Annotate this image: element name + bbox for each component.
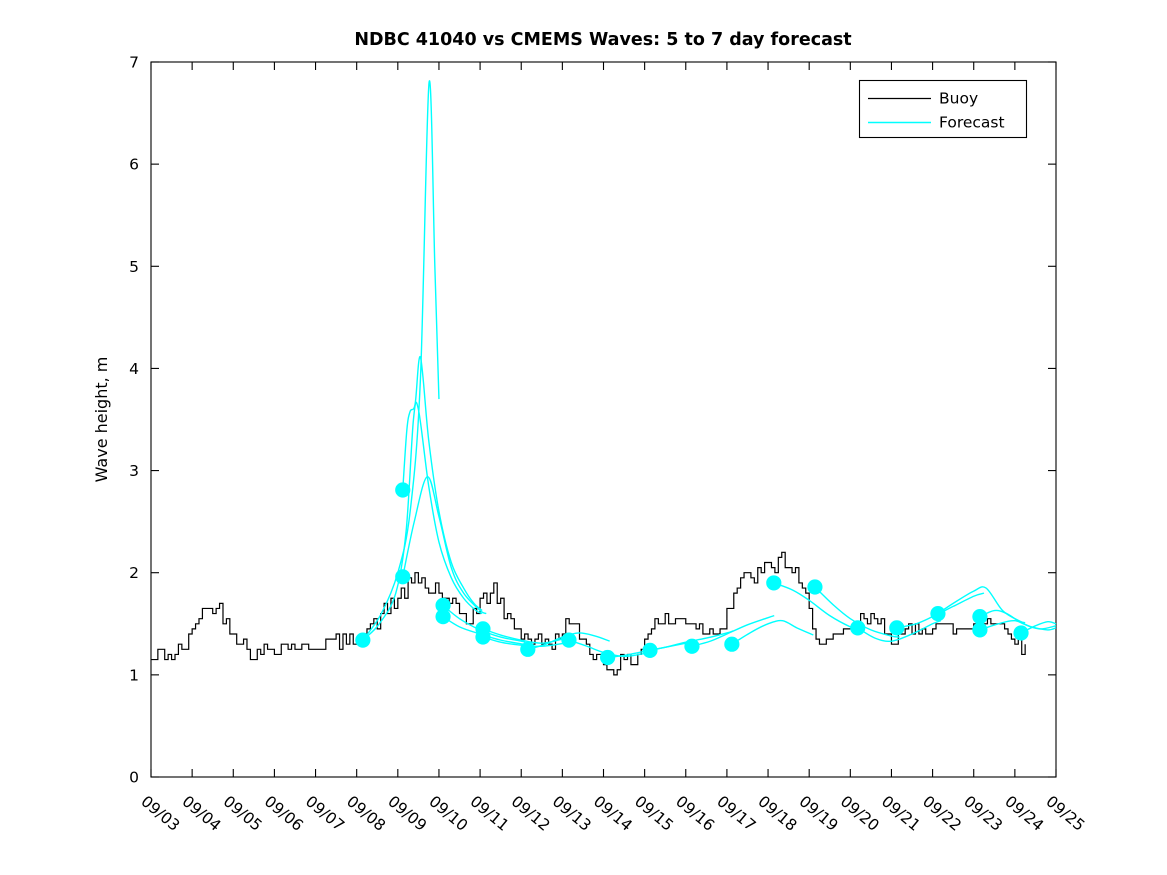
legend-forecast-label: Forecast (939, 114, 1005, 132)
x-axis: 09/0309/0409/0509/0609/0709/0809/0909/10… (137, 62, 1088, 835)
x-tick-label: 09/15 (631, 792, 677, 835)
y-axis-label: Wave height, m (92, 357, 111, 483)
x-tick-label: 09/19 (796, 792, 842, 835)
x-tick-label: 09/07 (302, 792, 348, 835)
x-tick-label: 09/21 (878, 792, 924, 835)
x-tick-label: 09/10 (425, 792, 471, 835)
x-tick-label: 09/22 (919, 792, 965, 835)
forecast-segment-path (731, 619, 814, 645)
x-tick-label: 09/14 (590, 792, 636, 835)
chart-title: NDBC 41040 vs CMEMS Waves: 5 to 7 day fo… (354, 30, 851, 50)
forecast-segment-path (482, 636, 565, 648)
y-tick-label: 5 (129, 258, 139, 276)
legend: Buoy Forecast (858, 79, 1028, 139)
x-tick-label: 09/17 (713, 792, 759, 835)
y-tick-label: 7 (129, 54, 139, 72)
forecast-start-marker (1013, 625, 1029, 641)
forecast-start-marker (684, 638, 700, 654)
forecast-start-marker (850, 620, 866, 636)
forecast-start-marker (972, 609, 988, 625)
forecast-start-marker (807, 579, 823, 595)
forecast-segment-path (482, 628, 563, 644)
forecast-lines (362, 80, 1057, 659)
plot-area (150, 61, 1057, 778)
x-tick-label: 09/06 (261, 792, 307, 835)
forecast-start-marker (930, 605, 946, 622)
y-tick-label: 1 (129, 666, 139, 684)
x-tick-label: 09/25 (1042, 792, 1088, 835)
y-tick-label: 3 (129, 462, 139, 480)
x-tick-label: 09/20 (837, 792, 883, 835)
x-tick-label: 09/16 (672, 792, 718, 835)
forecast-segment-path (857, 620, 942, 643)
y-tick-label: 0 (129, 769, 139, 787)
forecast-start-marker (600, 649, 616, 666)
y-tick-label: 4 (129, 360, 139, 378)
forecast-segment-path (362, 401, 483, 641)
forecast-start-marker (889, 620, 905, 636)
forecast-start-markers (355, 482, 1029, 666)
forecast-start-marker (561, 632, 577, 648)
x-tick-label: 09/13 (549, 792, 595, 835)
forecast-segment-path (979, 619, 1057, 631)
forecast-segment-path (442, 604, 526, 643)
x-tick-label: 09/09 (384, 792, 430, 835)
forecast-start-marker (395, 569, 411, 585)
forecast-start-marker (355, 632, 371, 648)
forecast-segment-path (402, 475, 487, 615)
x-tick-label: 09/11 (467, 792, 513, 835)
forecast-segment-path (691, 614, 775, 647)
x-tick-label: 09/24 (1001, 792, 1047, 835)
y-axis: 0 1 2 3 4 5 6 7 (129, 54, 1056, 787)
forecast-start-marker (766, 575, 782, 591)
forecast-start-marker (724, 636, 740, 652)
forecast-start-marker (435, 597, 451, 614)
y-tick-label: 2 (129, 564, 139, 582)
x-tick-label: 09/18 (754, 792, 800, 835)
forecast-start-marker (395, 482, 411, 498)
buoy-line (151, 551, 1026, 676)
forecast-start-marker (972, 622, 988, 638)
y-tick-label: 6 (129, 156, 139, 174)
legend-buoy-label: Buoy (939, 90, 978, 108)
x-tick-label: 09/05 (220, 792, 266, 835)
forecast-start-marker (475, 629, 491, 645)
x-tick-label: 09/03 (137, 792, 183, 835)
x-tick-label: 09/08 (343, 792, 389, 835)
forecast-segment-path (362, 80, 440, 641)
forecast-segment-path (402, 356, 483, 612)
forecast-start-marker (642, 642, 658, 658)
forecast-start-marker (520, 641, 536, 657)
legend-box (858, 79, 1028, 139)
x-tick-label: 09/12 (508, 792, 554, 835)
forecast-start-marker (435, 609, 451, 625)
buoy-series-path (151, 551, 1026, 676)
x-tick-label: 09/04 (179, 792, 225, 835)
x-tick-label: 09/23 (960, 792, 1006, 835)
